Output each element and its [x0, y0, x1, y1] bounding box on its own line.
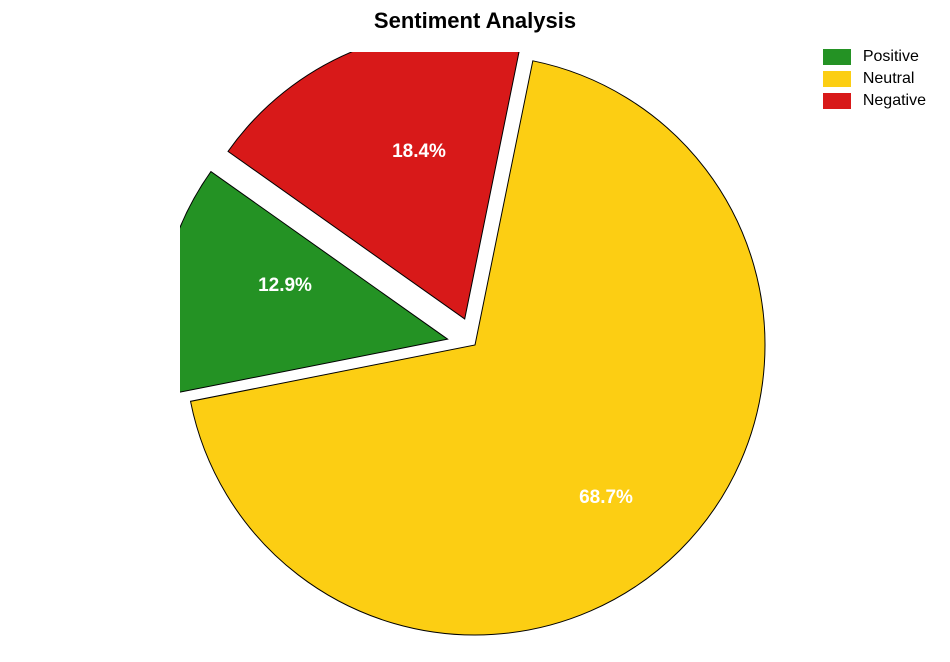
legend-swatch-negative	[823, 93, 851, 109]
legend-label-negative: Negative	[863, 92, 926, 110]
legend-label-neutral: Neutral	[863, 70, 915, 88]
chart-title: Sentiment Analysis	[0, 8, 950, 34]
slice-label-positive: 12.9%	[258, 275, 312, 297]
slice-label-negative: 18.4%	[392, 141, 446, 163]
legend-label-positive: Positive	[863, 48, 919, 66]
legend-item-negative: Negative	[823, 92, 926, 110]
legend-item-neutral: Neutral	[823, 70, 926, 88]
pie-svg	[180, 52, 780, 652]
legend: Positive Neutral Negative	[823, 48, 926, 114]
pie-chart-container: Sentiment Analysis Positive Neutral Nega…	[0, 0, 950, 662]
slice-label-neutral: 68.7%	[579, 487, 633, 509]
legend-swatch-neutral	[823, 71, 851, 87]
legend-item-positive: Positive	[823, 48, 926, 66]
legend-swatch-positive	[823, 49, 851, 65]
